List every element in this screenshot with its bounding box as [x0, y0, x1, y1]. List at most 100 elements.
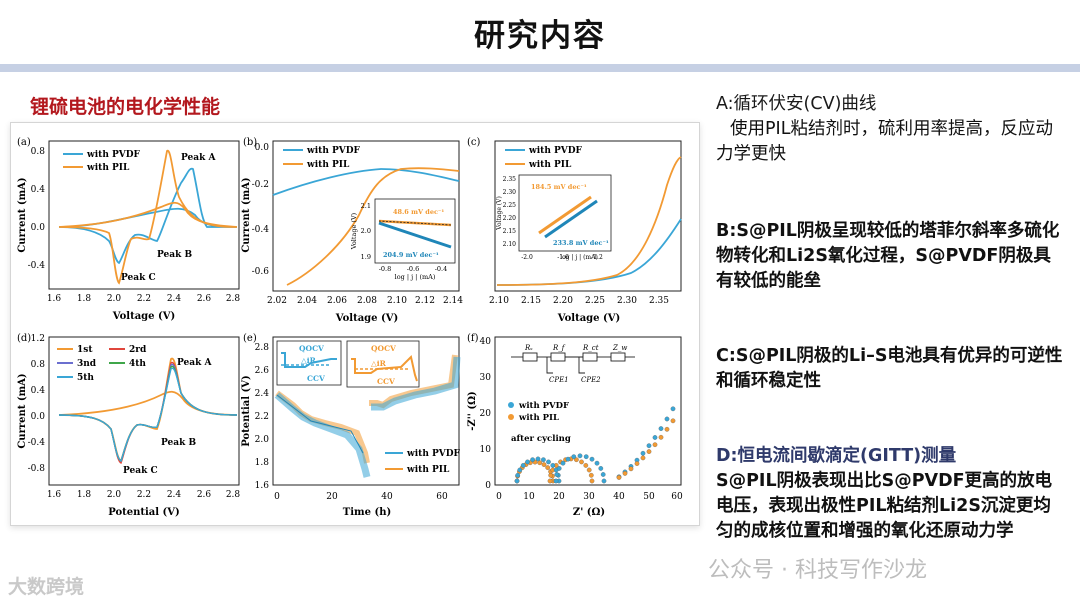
panel-e: (e) 2.8 2.6 2.4 2.2 2.0 1.8 1.6 0 20 40 … — [241, 333, 461, 518]
panel-b-ytick: -0.6 — [252, 267, 270, 277]
panel-f-xtick: 20 — [553, 492, 565, 502]
panel-f-pil-point — [622, 471, 628, 476]
panel-e-pvdf-trace — [274, 356, 461, 478]
panel-d-xtick: 1.8 — [77, 490, 92, 500]
panel-f-pvdf-point — [598, 466, 604, 471]
panel-f-circuit-zw: Z_w — [612, 344, 627, 352]
panel-a-pvdf-curve — [58, 167, 238, 265]
panel-e-legend-pil: with PIL — [406, 465, 450, 475]
panel-c-inset-ytick: 2.30 — [503, 189, 517, 196]
panel-f-circuit-rf: R_f — [552, 344, 566, 352]
panel-c-inset-xtick: -1.6 — [557, 254, 569, 261]
panel-f-pil-point — [588, 472, 594, 478]
panel-a: (a) 0.8 0.4 0.0 -0.4 1.6 1.8 2.0 2.2 2.4… — [17, 137, 240, 322]
panel-f-pvdf-point — [556, 466, 562, 471]
panel-a-legend-pvdf: with PVDF — [86, 150, 141, 160]
panel-b-legend-pvdf: with PVDF — [306, 146, 361, 156]
panel-c-inset-label-bottom: 233.8 mV dec⁻¹ — [553, 239, 609, 247]
panel-f-pvdf-point — [530, 457, 535, 463]
panel-f-pvdf-point — [525, 459, 530, 465]
panel-d-xtick: 2.2 — [137, 490, 151, 500]
panel-f-tag: (f) — [467, 333, 479, 344]
panel-a-tag: (a) — [17, 137, 31, 148]
panel-d-legend-2rd: 2rd — [129, 345, 147, 355]
panel-c-inset-label-top: 184.5 mV dec⁻¹ — [531, 183, 587, 191]
panel-b-xtick: 2.14 — [443, 296, 463, 306]
panel-f-pvdf-point — [535, 456, 541, 462]
panel-f-pil-point — [583, 463, 589, 468]
panel-a-ytick: -0.4 — [28, 261, 46, 271]
panel-f-legend-pil-marker — [508, 414, 514, 420]
panel-b-ylabel: Current (mA) — [241, 177, 252, 252]
panel-f-legend-pvdf: with PVDF — [518, 401, 569, 411]
panel-d-xtick: 2.0 — [107, 490, 122, 500]
panel-f-legend-pvdf-marker — [508, 402, 514, 408]
panel-f-circuit-rct: R_ct — [582, 344, 599, 352]
panel-f-pil-point — [670, 418, 676, 424]
panel-e-inset-left-pvdf — [281, 352, 337, 368]
panel-a-peak-b: Peak B — [157, 250, 192, 260]
panel-f-xtick: 60 — [671, 492, 683, 502]
panel-b-inset-frame — [374, 198, 456, 264]
panel-a-ytick: 0.0 — [31, 223, 46, 233]
panel-c-xtick: 2.25 — [585, 296, 605, 306]
section-subheading: 锂硫电池的电化学性能 — [30, 96, 221, 118]
panel-c-inset-ylabel: Voltage (V) — [496, 196, 503, 231]
panel-d-ytick: 0.0 — [31, 412, 46, 422]
panel-f-legend-pil: with PIL — [518, 413, 559, 423]
panel-f-pvdf-point — [658, 426, 664, 431]
panel-f-pvdf-point — [515, 472, 521, 478]
panel-f: (f) 40 30 20 10 0 0 10 20 30 40 50 60 Z'… — [467, 333, 683, 518]
panel-f-pil-point — [579, 459, 584, 465]
panel-f-pvdf-point — [514, 478, 520, 484]
panel-b-xlabel: Voltage (V) — [335, 313, 398, 324]
panel-f-pvdf-point — [517, 467, 523, 473]
panel-b-inset-ytick: 2.1 — [361, 202, 371, 210]
panel-a-frame — [48, 140, 240, 290]
panel-f-pil-point — [589, 478, 595, 484]
panel-c-legend-pvdf: with PVDF — [528, 146, 583, 156]
panel-a-peak-c: Peak C — [121, 273, 156, 283]
panel-b-inset-label-bottom: 204.9 mV dec⁻¹ — [383, 251, 439, 259]
panel-f-pvdf-point — [553, 478, 559, 484]
wechat-watermark: 公众号 · 科技写作沙龙 — [708, 558, 927, 583]
panel-e-inset-right — [346, 340, 420, 388]
panel-b-inset-ylabel: Voltage (V) — [350, 212, 358, 250]
panel-f-pvdf-point — [640, 450, 646, 456]
panel-d-peak-a: Peak A — [177, 358, 212, 368]
panel-d: (d) 1.2 0.8 0.4 0.0 -0.4 -0.8 1.6 1.8 2.… — [17, 333, 240, 518]
panel-e-ytick: 1.6 — [255, 481, 270, 491]
panel-b-xtick: 2.08 — [357, 296, 377, 306]
panel-f-pvdf-point — [652, 435, 658, 440]
panel-b-xtick: 2.06 — [327, 296, 347, 306]
panel-e-legend-pvdf: with PVDF — [406, 449, 461, 459]
panel-a-xtick: 2.8 — [226, 294, 241, 304]
panel-e-ytick: 2.0 — [255, 435, 270, 445]
panel-b-frame — [272, 140, 460, 292]
panel-f-pil-point — [646, 449, 652, 454]
panel-b-inset-label-top: 48.6 mV dec⁻¹ — [393, 208, 444, 216]
panel-f-pvdf-point — [583, 454, 589, 460]
figure-svg: (a) 0.8 0.4 0.0 -0.4 1.6 1.8 2.0 2.2 2.4… — [17, 137, 683, 518]
panel-e-tag: (e) — [243, 333, 257, 344]
panel-d-peak-b: Peak B — [161, 438, 196, 448]
panel-f-pvdf-point — [577, 453, 583, 459]
panel-c: (c) 2.10 2.15 2.20 2.25 2.30 2.35 Voltag… — [467, 137, 682, 324]
panel-b-ytick: -0.2 — [252, 180, 269, 190]
panel-c-inset-ytick: 2.15 — [503, 228, 517, 235]
panel-f-pil-point — [628, 466, 634, 472]
panel-a-xtick: 1.6 — [47, 294, 62, 304]
panel-f-pil-point — [545, 465, 551, 470]
panel-f-xtick: 30 — [583, 492, 595, 502]
panel-d-xtick: 2.4 — [167, 490, 182, 500]
panel-c-inset-pvdf-fit — [544, 199, 598, 239]
panel-b-xtick: 2.12 — [415, 296, 435, 306]
panel-e-pvdf-line — [276, 394, 364, 454]
panel-f-pvdf-point — [664, 416, 670, 422]
panel-d-legend-5th: 5th — [77, 373, 94, 383]
panel-d-ytick: 0.8 — [31, 360, 46, 370]
panel-f-pil-point — [547, 478, 553, 484]
panel-e-xlabel: Time (h) — [343, 507, 391, 518]
panel-c-inset-xtick: -1.2 — [591, 254, 603, 261]
panel-c-inset-ytick: 2.25 — [503, 202, 517, 209]
